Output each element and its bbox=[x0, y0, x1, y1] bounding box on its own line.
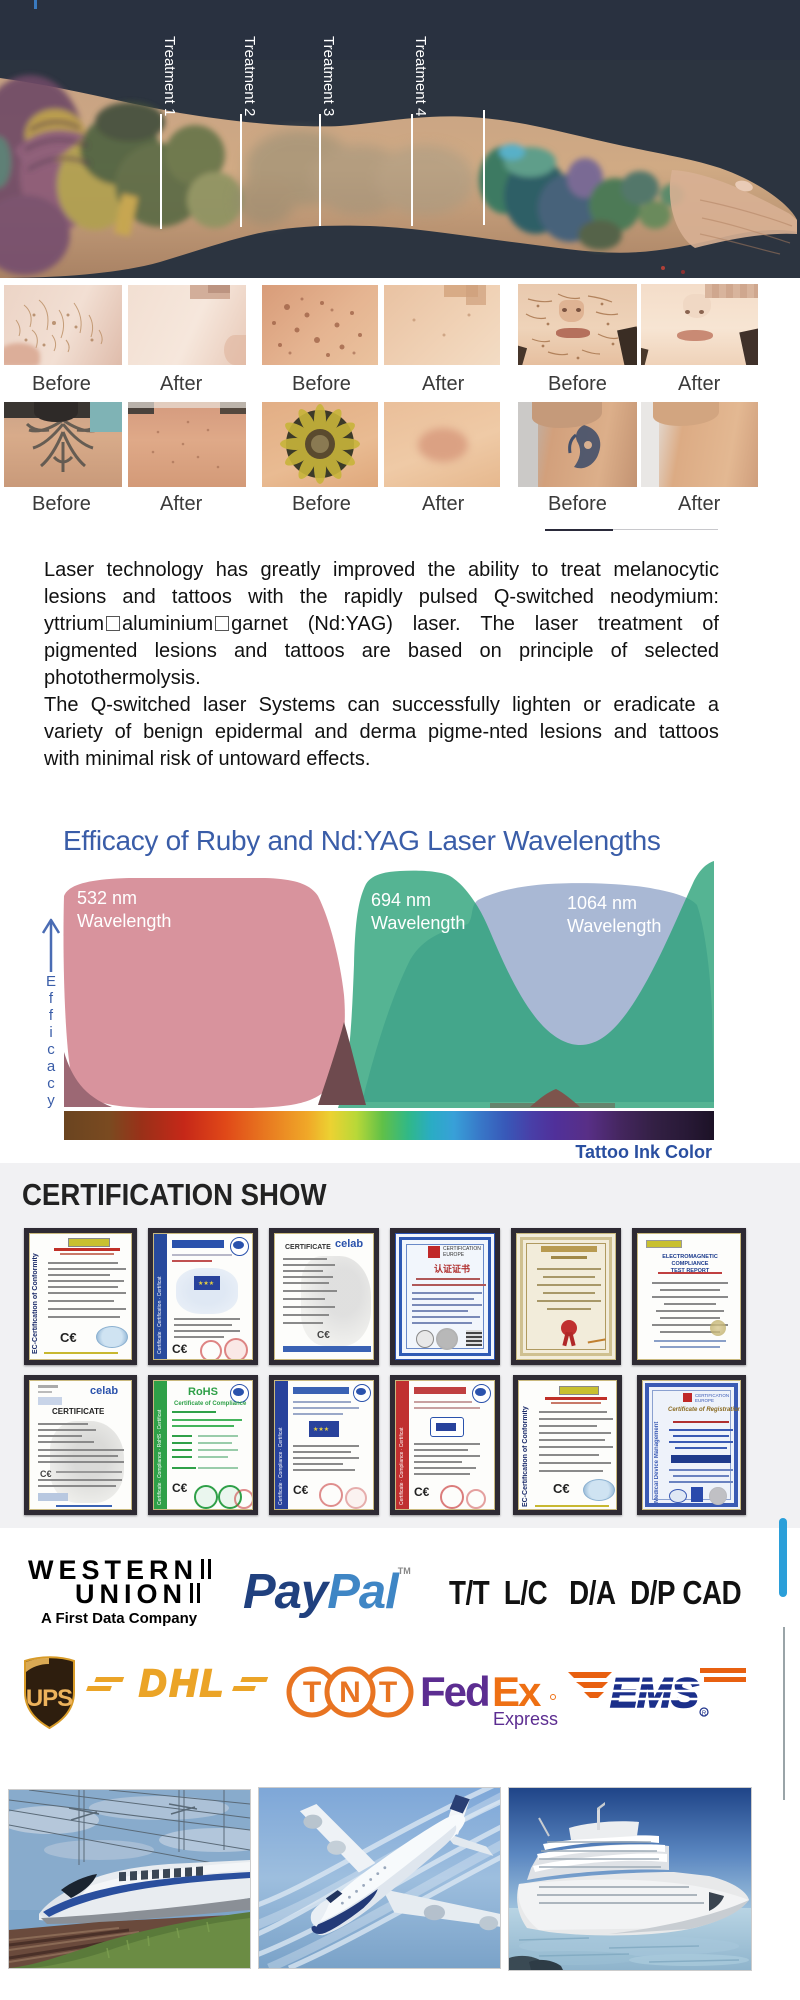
svg-text:Treatment 2: Treatment 2 bbox=[241, 36, 258, 116]
svg-text:Efficacy of Ruby and Nd:YAG La: Efficacy of Ruby and Nd:YAG Laser Wavele… bbox=[63, 825, 661, 856]
svg-text:T: T bbox=[379, 1676, 397, 1709]
svg-text:a: a bbox=[47, 1058, 56, 1075]
svg-text:UPS: UPS bbox=[26, 1685, 73, 1712]
svg-text:Treatment 3: Treatment 3 bbox=[320, 36, 337, 116]
svg-text:i: i bbox=[49, 1024, 52, 1041]
svg-text:y: y bbox=[47, 1092, 55, 1109]
svg-text:694 nm: 694 nm bbox=[371, 890, 431, 910]
svg-text:Fed: Fed bbox=[420, 1668, 489, 1715]
svg-text:EMS: EMS bbox=[610, 1669, 699, 1716]
svg-text:532 nm: 532 nm bbox=[77, 888, 137, 908]
svg-text:f: f bbox=[49, 990, 54, 1007]
svg-text:f: f bbox=[49, 1007, 54, 1024]
svg-text:Tattoo Ink Color: Tattoo Ink Color bbox=[575, 1142, 712, 1162]
svg-text:c: c bbox=[47, 1041, 55, 1058]
svg-text:R: R bbox=[702, 1711, 707, 1717]
svg-text:Wavelength: Wavelength bbox=[567, 916, 661, 936]
svg-text:T: T bbox=[303, 1676, 321, 1709]
svg-text:N: N bbox=[339, 1676, 361, 1709]
svg-text:1064 nm: 1064 nm bbox=[567, 893, 637, 913]
svg-text:c: c bbox=[47, 1075, 55, 1092]
svg-text:Treatment 1: Treatment 1 bbox=[161, 36, 178, 116]
svg-text:Express: Express bbox=[493, 1709, 558, 1729]
svg-text:Ex: Ex bbox=[492, 1668, 542, 1715]
svg-text:DHL: DHL bbox=[139, 1663, 226, 1705]
svg-text:E: E bbox=[46, 973, 56, 990]
svg-text:Wavelength: Wavelength bbox=[371, 913, 465, 933]
svg-text:Treatment 4: Treatment 4 bbox=[412, 36, 429, 116]
svg-text:Wavelength: Wavelength bbox=[77, 911, 171, 931]
